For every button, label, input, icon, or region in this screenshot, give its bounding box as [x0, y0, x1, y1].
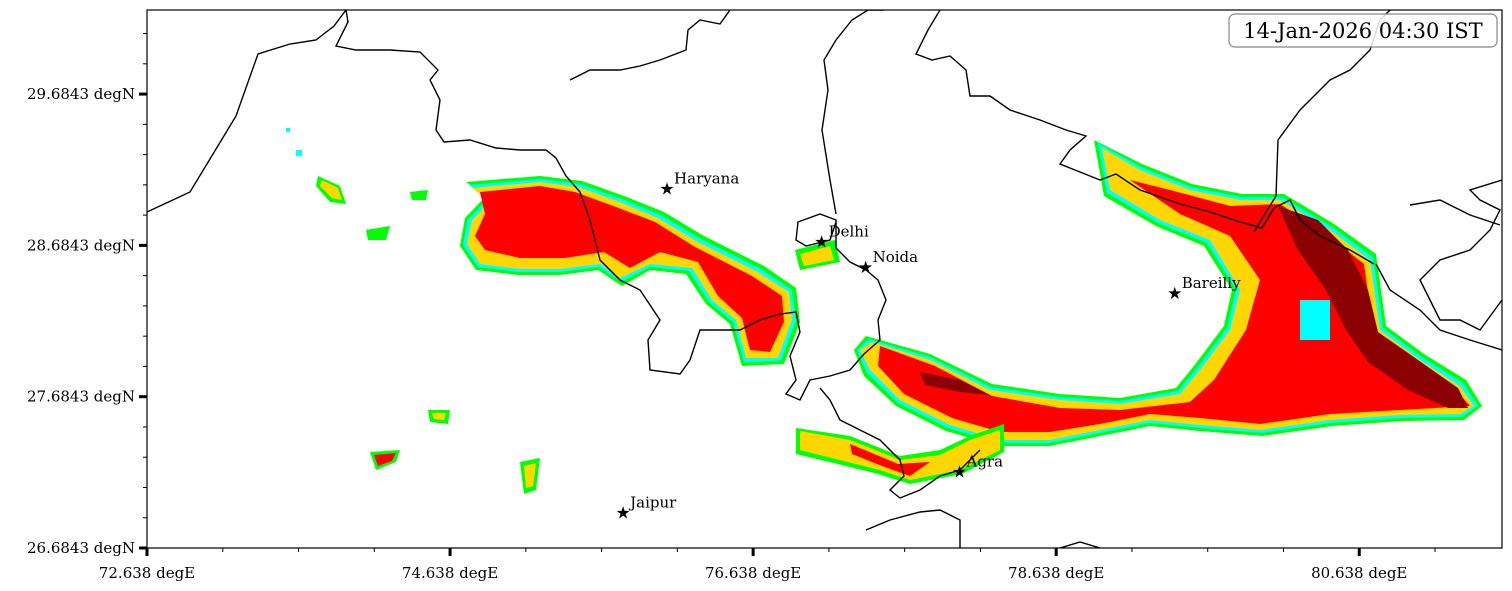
x-tick-label: 74.638 degE — [402, 564, 498, 582]
y-tick-label: 27.6843 degN — [27, 388, 135, 406]
fog-specks — [286, 128, 1330, 494]
x-axis-labels: 72.638 degE 74.638 degE 76.638 degE 78.638 … — [99, 564, 1408, 582]
y-tick-label: 29.6843 degN — [27, 85, 135, 103]
city-haryana: ★Haryana — [659, 170, 739, 200]
y-tick-label: 26.6843 degN — [27, 539, 135, 557]
y-axis-labels: 26.6843 degN 27.6843 degN 28.6843 degN 29.6… — [27, 85, 135, 557]
city-label: Noida — [873, 248, 919, 266]
x-tick-label: 76.638 degE — [705, 564, 801, 582]
city-agra: ★Agra — [952, 452, 1003, 482]
city-label: Agra — [966, 452, 1004, 470]
city-delhi: ★Delhi — [814, 222, 869, 252]
fog-region-east — [854, 140, 1482, 446]
timestamp-label: 14-Jan-2026 04:30 IST — [1243, 19, 1482, 43]
star-icon: ★ — [1167, 284, 1182, 304]
x-tick-label: 78.638 degE — [1008, 564, 1104, 582]
state-borders — [147, 10, 1502, 548]
star-icon: ★ — [615, 503, 630, 523]
axis-ticks — [139, 33, 1436, 556]
city-label: Bareilly — [1182, 274, 1241, 292]
city-markers: ★Haryana★Delhi★Noida★Bareilly★Agra★Jaipu… — [615, 170, 1241, 524]
city-label: Jaipur — [628, 493, 677, 511]
star-icon: ★ — [952, 462, 967, 482]
city-label: Delhi — [829, 222, 869, 240]
city-noida: ★Noida — [858, 248, 918, 278]
fog-region-agra — [796, 424, 1004, 484]
city-bareilly: ★Bareilly — [1167, 274, 1241, 304]
star-icon: ★ — [814, 232, 829, 252]
x-tick-label: 80.638 degE — [1311, 564, 1407, 582]
plot-frame — [146, 9, 1503, 549]
y-tick-label: 28.6843 degN — [27, 236, 135, 254]
timestamp-box: 14-Jan-2026 04:30 IST — [1228, 13, 1498, 48]
city-jaipur: ★Jaipur — [615, 493, 677, 523]
x-tick-label: 72.638 degE — [99, 564, 195, 582]
star-icon: ★ — [659, 180, 674, 200]
star-icon: ★ — [858, 258, 873, 278]
fog-region-west — [460, 176, 800, 366]
city-label: Haryana — [674, 170, 739, 188]
